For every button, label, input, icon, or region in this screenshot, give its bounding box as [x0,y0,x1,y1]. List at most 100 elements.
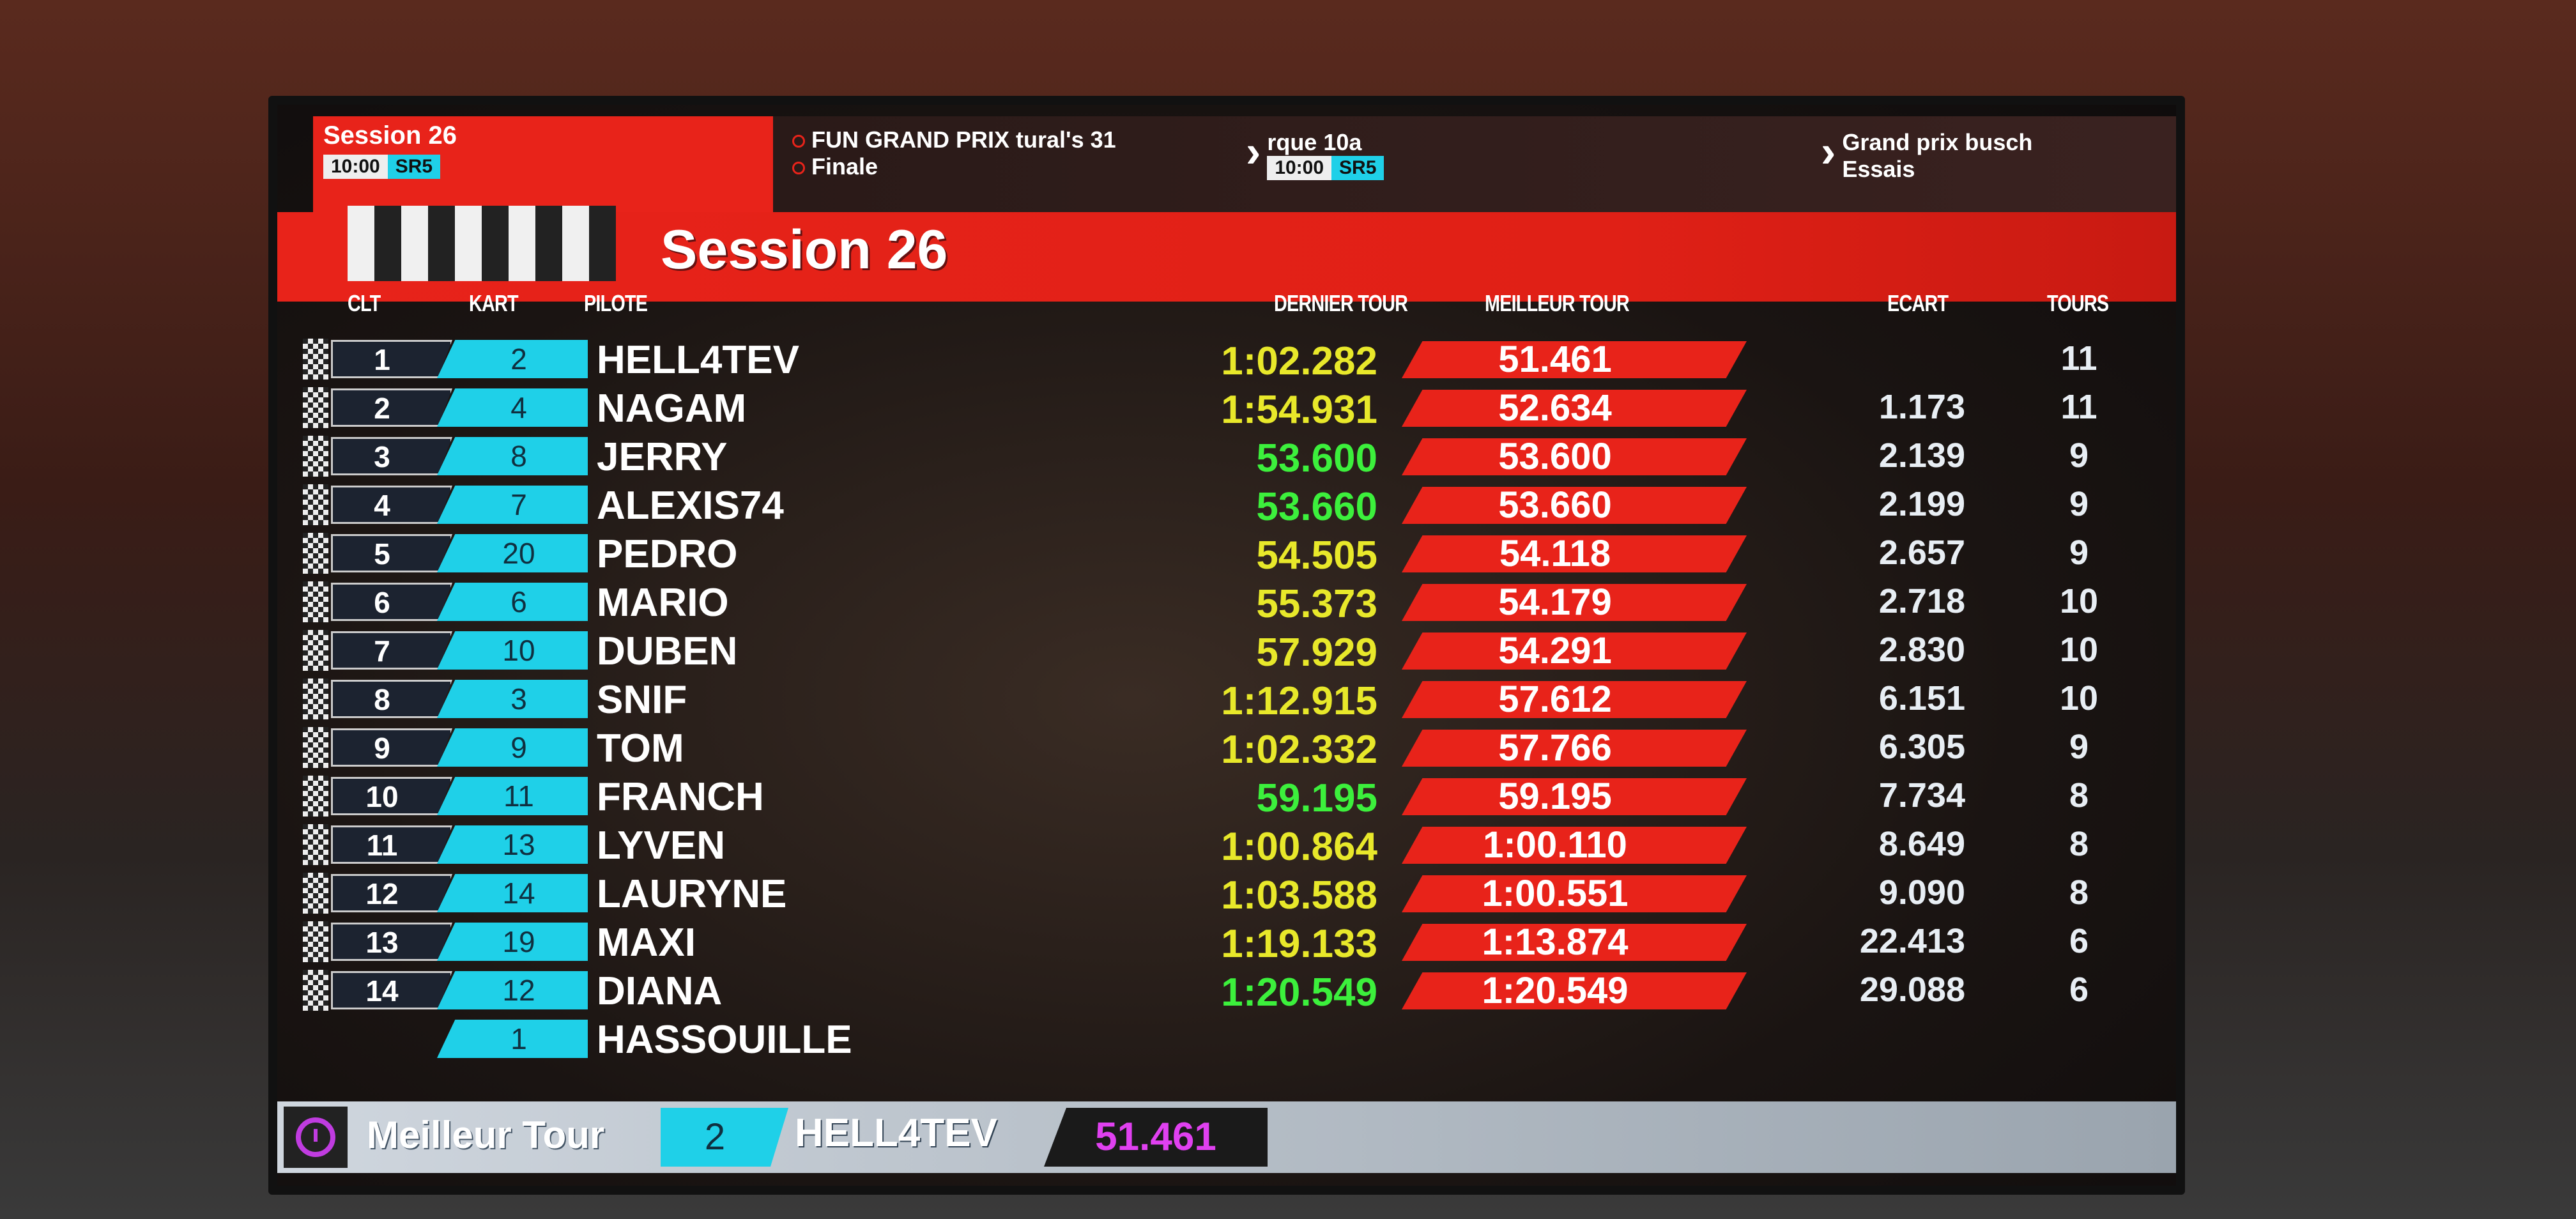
table-row: 10 11 FRANCH 59.195 59.195 7.734 8 [277,772,2176,820]
checkered-flag-icon [303,339,328,379]
laps: 9 [2069,485,2089,523]
kart-cell: 14 [437,874,588,912]
status-dot-icon [792,162,805,175]
status-dot-icon [792,135,805,148]
header-meilleur-tour: MEILLEUR TOUR [1485,290,1630,316]
position-cell: 5 [331,534,452,572]
session-label: Session 26 [323,121,457,150]
position-cell: 9 [331,728,452,767]
gap: 2.139 [1878,436,1965,475]
kart-cell: 7 [437,486,588,524]
position-cell: 8 [331,680,452,718]
checkered-flag-icon [303,630,328,671]
best-lap: 54.179 [1402,584,1747,621]
header-ecart: ECART [1887,290,1949,316]
gap: 2.657 [1878,533,1965,572]
laps: 8 [2069,776,2089,815]
table-row: 2 4 NAGAM 1:54.931 52.634 1.173 11 [277,383,2176,432]
best-lap-bar: Meilleur Tour 2 HELL4TEV 51.461 [277,1101,2176,1173]
header-pilote: PILOTE [584,290,648,316]
session-mode: SR5 [387,155,441,179]
timing-screen: FUN GRAND PRIX tural's 31 Finale › rque … [268,96,2185,1195]
table-row: 1 2 HELL4TEV 1:02.282 51.461 11 [277,335,2176,383]
checkered-flag-icon [303,921,328,962]
best-lap: 51.461 [1402,341,1747,378]
schedule-item-1: FUN GRAND PRIX tural's 31 Finale [792,126,1116,180]
table-row: 6 6 MARIO 55.373 54.179 2.718 10 [277,578,2176,626]
last-lap: 1:12.915 [1221,679,1377,723]
pilot-name: DUBEN [597,629,738,673]
best-lap: 54.118 [1402,535,1747,572]
kart-cell: 10 [437,631,588,670]
schedule-item-2: › rque 10a 10:00 SR5 [1246,129,1384,180]
pilot-name: DIANA [597,969,723,1013]
last-lap: 55.373 [1256,582,1377,626]
gap: 22.413 [1859,922,1965,960]
checkered-flag-icon [303,484,328,525]
last-lap: 1:54.931 [1221,388,1377,432]
current-session-box: Session 26 10:00 SR5 [313,116,773,212]
pilot-name: SNIF [597,678,687,722]
best-lap: 59.195 [1402,778,1747,815]
session-time: 10:00 [1267,156,1332,180]
best-lap: 54.291 [1402,632,1747,670]
session-mode: SR5 [1331,156,1384,180]
pilot-name: NAGAM [597,387,747,431]
schedule-item-3: › Grand prix busch Essais [1821,129,2032,183]
kart-cell: 8 [437,437,588,475]
last-lap: 57.929 [1256,631,1377,675]
chevron-right-icon: › [1246,126,1261,176]
best-lap: 53.600 [1402,438,1747,475]
schedule-name: FUN GRAND PRIX tural's 31 [811,126,1116,153]
laps: 10 [2059,679,2099,717]
best-lap: 53.660 [1402,487,1747,524]
best-lap-pilote: HELL4TEV [795,1111,997,1155]
laps: 11 [2060,339,2097,378]
last-lap: 1:03.588 [1221,873,1377,917]
table-row: 4 7 ALEXIS74 53.660 53.660 2.199 9 [277,480,2176,529]
kart-cell: 12 [437,971,588,1009]
checkered-flag-icon [303,678,328,719]
pilot-name: FRANCH [597,775,764,819]
checkered-flag-icon [303,387,328,428]
table-row: 8 3 SNIF 1:12.915 57.612 6.151 10 [277,675,2176,723]
pilot-name: MARIO [597,581,729,625]
checkered-flag-icon [348,206,616,281]
best-lap: 52.634 [1402,390,1747,427]
header-dernier-tour: DERNIER TOUR [1274,290,1408,316]
laps: 6 [2069,970,2089,1009]
position-cell: 7 [331,631,452,670]
table-row: 12 14 LAURYNE 1:03.588 1:00.551 9.090 8 [277,869,2176,917]
pilot-name: JERRY [597,435,728,479]
position-cell: 6 [331,583,452,621]
position-cell: 3 [331,437,452,475]
gap: 6.305 [1878,728,1965,766]
table-row: 11 13 LYVEN 1:00.864 1:00.110 8.649 8 [277,820,2176,869]
schedule-strip: FUN GRAND PRIX tural's 31 Finale › rque … [773,116,2176,212]
pilot-name: LAURYNE [597,872,787,916]
checkered-flag-icon [303,436,328,477]
kart-cell: 9 [437,728,588,767]
laps: 8 [2069,873,2089,912]
last-lap: 54.505 [1256,533,1377,578]
pilot-name: HASSOUILLE [597,1018,852,1062]
table-row: 9 9 TOM 1:02.332 57.766 6.305 9 [277,723,2176,772]
checkered-flag-icon [303,533,328,574]
laps: 11 [2060,388,2097,426]
gap: 29.088 [1859,970,1965,1009]
gap: 9.090 [1878,873,1965,912]
position-cell: 2 [331,388,452,427]
gap: 2.830 [1878,631,1965,669]
checkered-flag-icon [303,970,328,1011]
kart-cell: 4 [437,388,588,427]
best-lap: 57.766 [1402,730,1747,767]
laps: 8 [2069,825,2089,863]
last-lap: 1:02.332 [1221,728,1377,772]
schedule-name: rque 10a [1267,129,1362,155]
gap: 1.173 [1878,388,1965,426]
position-cell: 11 [331,825,452,864]
table-row: 3 8 JERRY 53.600 53.600 2.139 9 [277,432,2176,480]
table-row: 14 12 DIANA 1:20.549 1:20.549 29.088 6 [277,966,2176,1015]
gap: 7.734 [1878,776,1965,815]
laps: 9 [2069,533,2089,572]
